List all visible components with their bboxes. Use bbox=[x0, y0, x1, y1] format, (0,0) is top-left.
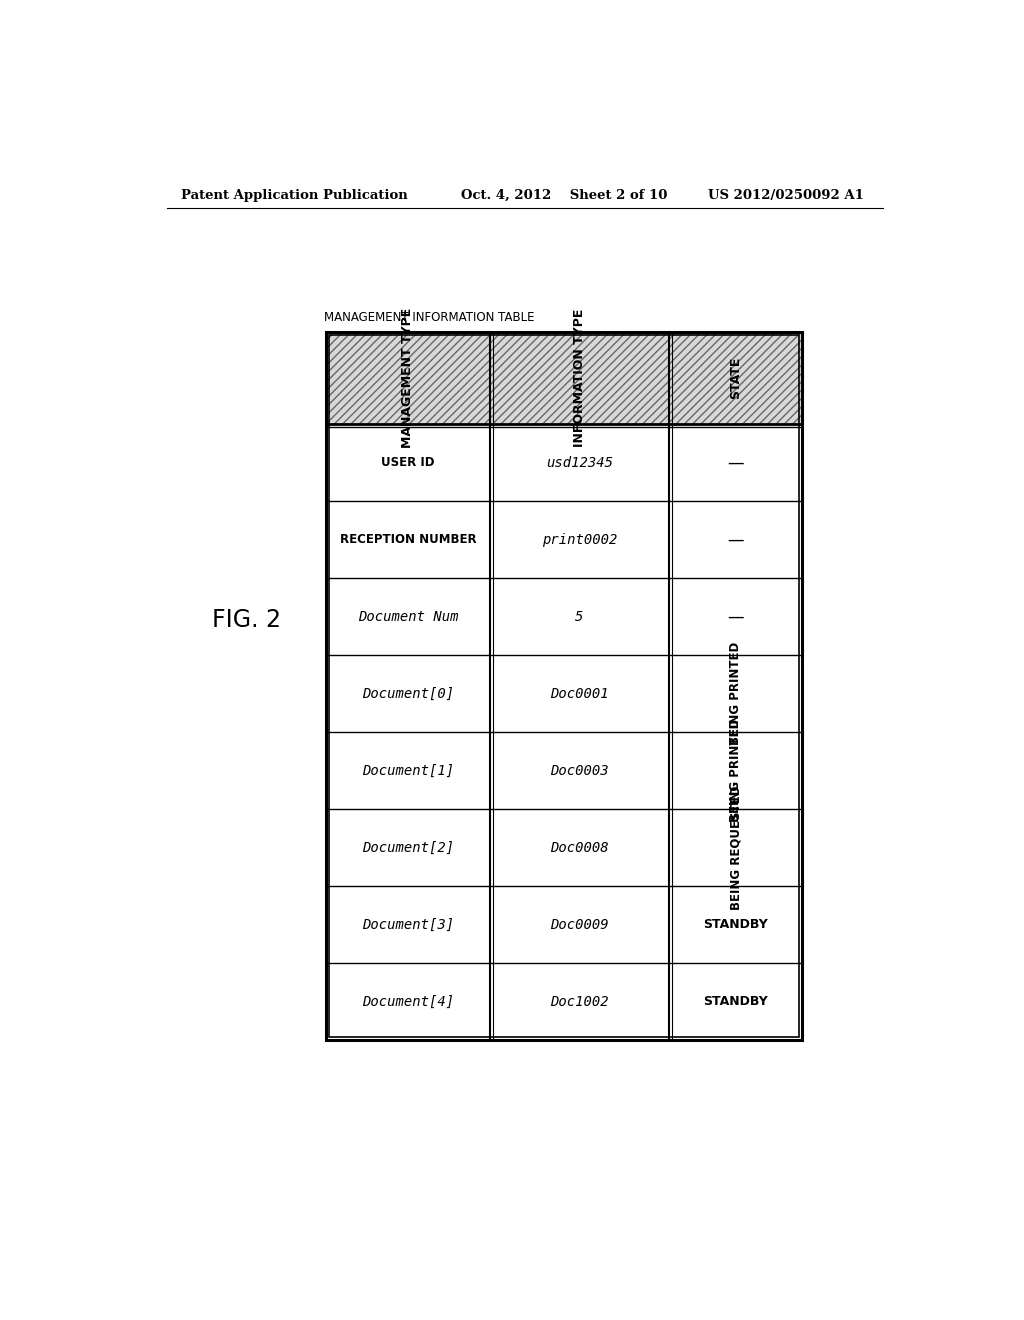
Text: BEING REQUESTED: BEING REQUESTED bbox=[729, 785, 742, 909]
Text: Document[4]: Document[4] bbox=[361, 994, 454, 1008]
Text: STANDBY: STANDBY bbox=[703, 917, 768, 931]
Text: USER ID: USER ID bbox=[381, 455, 434, 469]
Text: —: — bbox=[727, 607, 743, 626]
Bar bbox=[326, 331, 802, 1040]
Text: Document Num: Document Num bbox=[357, 610, 458, 623]
Bar bbox=[329, 335, 799, 1038]
Bar bbox=[326, 331, 490, 424]
Text: STATE: STATE bbox=[729, 356, 742, 399]
Text: FIG. 2: FIG. 2 bbox=[212, 609, 281, 632]
Text: BEING PRINTED: BEING PRINTED bbox=[729, 719, 742, 822]
Text: STANDBY: STANDBY bbox=[703, 995, 768, 1008]
Text: Doc0003: Doc0003 bbox=[550, 763, 608, 777]
Text: Doc1002: Doc1002 bbox=[550, 994, 608, 1008]
Text: Oct. 4, 2012    Sheet 2 of 10: Oct. 4, 2012 Sheet 2 of 10 bbox=[461, 189, 668, 202]
Text: Document[2]: Document[2] bbox=[361, 841, 454, 854]
Text: usd12345: usd12345 bbox=[546, 455, 613, 470]
Text: Patent Application Publication: Patent Application Publication bbox=[180, 189, 408, 202]
Text: INFORMATION TYPE: INFORMATION TYPE bbox=[572, 309, 586, 447]
Text: Doc0001: Doc0001 bbox=[550, 686, 608, 701]
Text: 5: 5 bbox=[575, 610, 584, 623]
Text: MANAGEMENT TYPE: MANAGEMENT TYPE bbox=[401, 308, 415, 447]
Text: —: — bbox=[727, 454, 743, 471]
Text: Document[3]: Document[3] bbox=[361, 917, 454, 932]
Bar bbox=[669, 331, 802, 424]
Text: Doc0009: Doc0009 bbox=[550, 917, 608, 932]
Text: print0002: print0002 bbox=[542, 532, 617, 546]
Text: MANAGEMENT INFORMATION TABLE: MANAGEMENT INFORMATION TABLE bbox=[324, 312, 535, 323]
Text: Document[0]: Document[0] bbox=[361, 686, 454, 701]
Text: —: — bbox=[727, 531, 743, 549]
Text: RECEPTION NUMBER: RECEPTION NUMBER bbox=[340, 533, 476, 546]
Text: BEING PRINTED: BEING PRINTED bbox=[729, 642, 742, 746]
Bar bbox=[490, 331, 669, 424]
Text: Document[1]: Document[1] bbox=[361, 763, 454, 777]
Text: Doc0008: Doc0008 bbox=[550, 841, 608, 854]
Text: US 2012/0250092 A1: US 2012/0250092 A1 bbox=[709, 189, 864, 202]
